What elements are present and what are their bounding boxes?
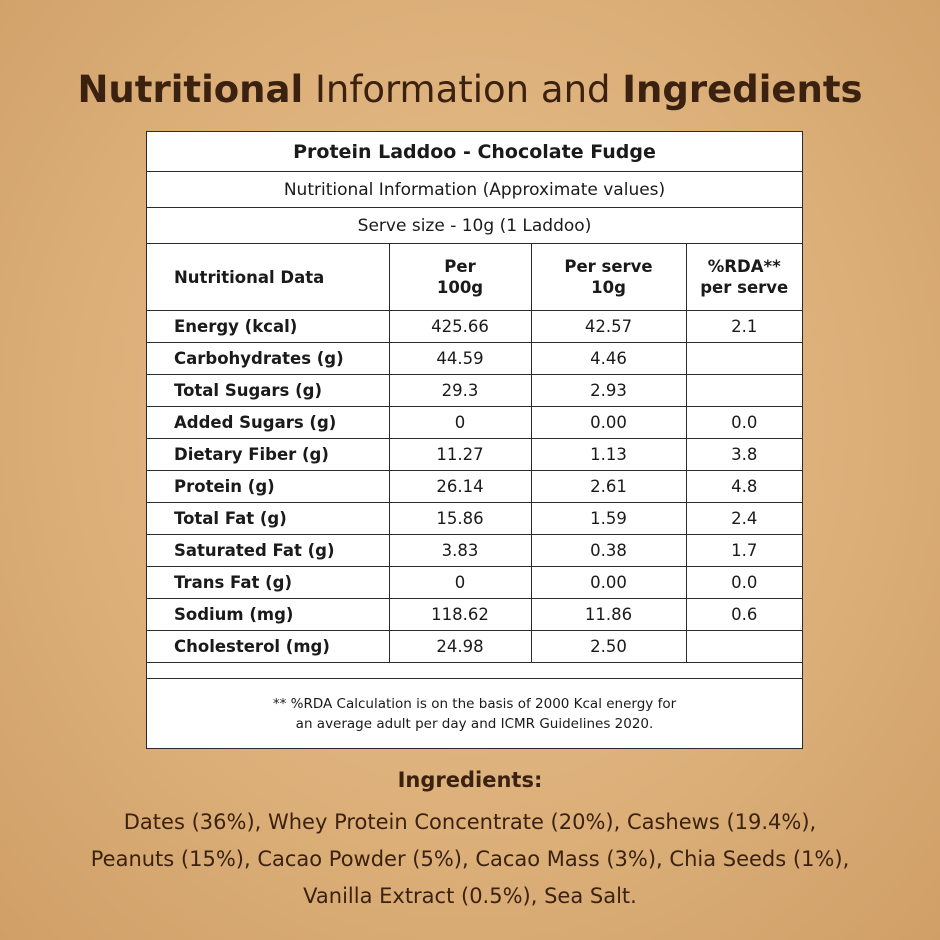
value-per-serve: 2.93 [530, 374, 687, 407]
value-rda: 0.0 [685, 406, 802, 439]
nutrition-table: Nutritional Data Per 100g Per serve 10g … [147, 244, 802, 663]
value-per-100g: 425.66 [388, 310, 532, 343]
value-rda: 2.1 [685, 310, 802, 343]
value-rda: 3.8 [685, 438, 802, 471]
page-title: Nutritional Information and Ingredients [0, 62, 940, 118]
value-per-serve: 2.61 [530, 470, 687, 503]
value-rda [685, 342, 802, 375]
col-header-10g: 10g [591, 278, 626, 297]
value-rda: 1.7 [685, 534, 802, 567]
col-header-per-serve-label: Per serve [564, 257, 653, 276]
nutrient-name: Added Sugars (g) [147, 406, 390, 439]
table-row: Carbohydrates (g) 44.59 4.46 [147, 342, 802, 375]
nutrient-name: Dietary Fiber (g) [147, 438, 390, 471]
nutrition-subtitle: Nutritional Information (Approximate val… [147, 172, 802, 208]
product-name: Protein Laddoo - Chocolate Fudge [147, 132, 802, 172]
col-header-per: Per [444, 257, 476, 276]
table-row: Total Sugars (g) 29.3 2.93 [147, 374, 802, 407]
value-per-serve: 1.13 [530, 438, 687, 471]
value-per-100g: 3.83 [388, 534, 532, 567]
value-per-serve: 0.00 [530, 406, 687, 439]
value-rda: 2.4 [685, 502, 802, 535]
value-per-100g: 118.62 [388, 598, 532, 631]
ingredients-line-1: Dates (36%), Whey Protein Concentrate (2… [123, 810, 817, 834]
table-row: Saturated Fat (g) 3.83 0.38 1.7 [147, 534, 802, 567]
value-rda: 0.6 [685, 598, 802, 631]
title-light-part: Information and [314, 68, 611, 111]
value-per-100g: 26.14 [388, 470, 532, 503]
table-row: Total Fat (g) 15.86 1.59 2.4 [147, 502, 802, 535]
nutrient-name: Total Fat (g) [147, 502, 390, 535]
value-rda: 0.0 [685, 566, 802, 599]
ingredients-line-3: Vanilla Extract (0.5%), Sea Salt. [303, 884, 637, 908]
col-header-rda-label: %RDA** [707, 257, 781, 276]
table-row: Protein (g) 26.14 2.61 4.8 [147, 470, 802, 503]
table-row: Trans Fat (g) 0 0.00 0.0 [147, 566, 802, 599]
value-per-100g: 0 [388, 566, 532, 599]
col-header-rda: %RDA** per serve [685, 244, 802, 311]
nutrient-name: Trans Fat (g) [147, 566, 390, 599]
nutrient-name: Total Sugars (g) [147, 374, 390, 407]
nutrient-name: Energy (kcal) [147, 310, 390, 343]
table-row: Sodium (mg) 118.62 11.86 0.6 [147, 598, 802, 631]
value-per-100g: 24.98 [388, 630, 532, 663]
ingredients-list: Dates (36%), Whey Protein Concentrate (2… [0, 804, 940, 915]
nutrition-panel: Protein Laddoo - Chocolate Fudge Nutriti… [146, 131, 803, 749]
value-rda [685, 630, 802, 663]
ingredients-title: Ingredients: [397, 768, 543, 792]
value-rda [685, 374, 802, 407]
col-header-per-serve: Per serve 10g [530, 244, 687, 311]
value-per-serve: 2.50 [530, 630, 687, 663]
value-per-serve: 1.59 [530, 502, 687, 535]
nutrient-name: Carbohydrates (g) [147, 342, 390, 375]
nutrient-name: Saturated Fat (g) [147, 534, 390, 567]
footnote-line-2: an average adult per day and ICMR Guidel… [295, 716, 654, 732]
col-header-per-100g: Per 100g [388, 244, 532, 311]
value-per-100g: 29.3 [388, 374, 532, 407]
value-per-serve: 4.46 [530, 342, 687, 375]
value-per-100g: 15.86 [388, 502, 532, 535]
col-header-rda-per-serve: per serve [700, 278, 789, 297]
table-row: Energy (kcal) 425.66 42.57 2.1 [147, 310, 802, 343]
value-per-serve: 42.57 [530, 310, 687, 343]
value-per-100g: 44.59 [388, 342, 532, 375]
col-header-100g: 100g [436, 278, 484, 297]
col-header-nutritional-data: Nutritional Data [147, 244, 390, 311]
serve-size: Serve size - 10g (1 Laddoo) [147, 208, 802, 244]
rda-footnote: ** %RDA Calculation is on the basis of 2… [147, 678, 802, 748]
value-per-serve: 0.00 [530, 566, 687, 599]
title-bold-ingredients: Ingredients [622, 68, 863, 111]
table-header-row: Nutritional Data Per 100g Per serve 10g … [147, 244, 802, 311]
ingredients-line-2: Peanuts (15%), Cacao Powder (5%), Cacao … [90, 847, 850, 871]
title-bold-nutritional: Nutritional [77, 68, 304, 111]
table-row: Cholesterol (mg) 24.98 2.50 [147, 630, 802, 663]
table-row: Added Sugars (g) 0 0.00 0.0 [147, 406, 802, 439]
nutrient-name: Protein (g) [147, 470, 390, 503]
value-per-100g: 11.27 [388, 438, 532, 471]
value-rda: 4.8 [685, 470, 802, 503]
nutrient-name: Cholesterol (mg) [147, 630, 390, 663]
value-per-serve: 11.86 [530, 598, 687, 631]
table-row: Dietary Fiber (g) 11.27 1.13 3.8 [147, 438, 802, 471]
value-per-100g: 0 [388, 406, 532, 439]
nutrient-name: Sodium (mg) [147, 598, 390, 631]
value-per-serve: 0.38 [530, 534, 687, 567]
footnote-line-1: ** %RDA Calculation is on the basis of 2… [272, 696, 677, 712]
